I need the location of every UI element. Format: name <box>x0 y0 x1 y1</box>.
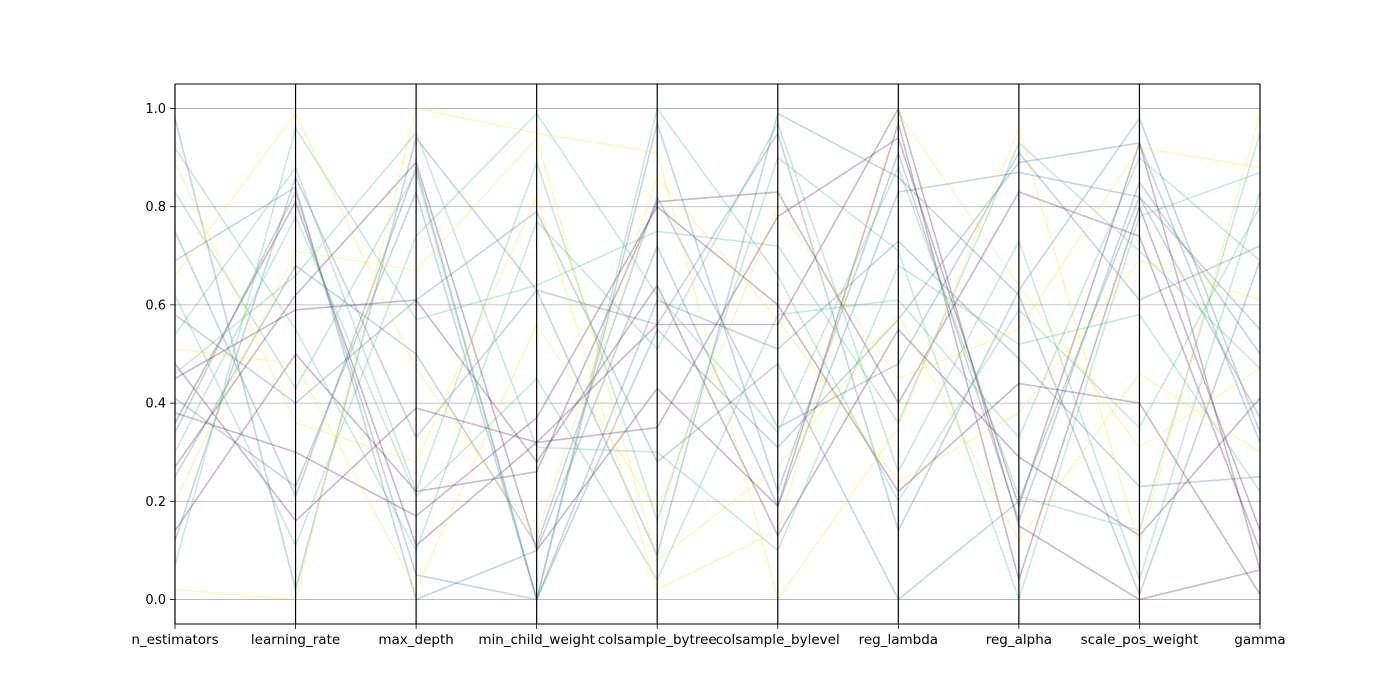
series-line <box>174 191 1261 551</box>
series-line <box>174 151 1261 548</box>
y-tick-label: 0.8 <box>145 200 166 215</box>
axis-label: n_estimators <box>131 632 218 648</box>
axis-label: max_depth <box>378 632 453 648</box>
y-tick-label: 0.4 <box>145 397 166 412</box>
series-line <box>174 106 1261 601</box>
axis-label: colsample_bylevel <box>716 632 840 648</box>
series-line <box>174 189 1261 601</box>
series-line <box>174 121 1261 583</box>
y-tick-label: 1.0 <box>145 102 166 117</box>
series-line <box>174 106 1261 603</box>
series-line <box>174 142 1261 602</box>
series-line <box>174 283 1261 538</box>
series-line <box>174 171 1261 601</box>
series-line <box>174 112 1261 548</box>
series-line <box>174 136 1261 562</box>
series-lines <box>174 106 1261 603</box>
axis-label: scale_pos_weight <box>1081 632 1199 648</box>
axis-label: reg_lambda <box>859 632 938 648</box>
series-line <box>174 205 1261 595</box>
axis-label: learning_rate <box>251 632 340 648</box>
series-line <box>174 107 1261 602</box>
labels-layer: 0.0 0.2 0.4 0.6 0.8 1.0 n_estimators learning_r… <box>131 102 1285 648</box>
series-line <box>174 120 1261 583</box>
axis-label: reg_alpha <box>986 632 1052 648</box>
series-line <box>174 156 1261 582</box>
series-line <box>174 126 1261 566</box>
axis-label: min_child_weight <box>478 632 595 648</box>
series-line <box>174 111 1261 591</box>
series-line <box>174 112 1261 597</box>
y-tick-label: 0.2 <box>145 495 166 510</box>
y-tick-label: 0.6 <box>145 298 166 313</box>
series-line <box>174 136 1261 571</box>
axis-label: colsample_bytree <box>598 632 717 648</box>
series-line <box>174 120 1261 603</box>
axis-label: gamma <box>1234 632 1285 648</box>
axes-layer <box>170 83 1261 629</box>
series-line <box>174 146 1261 592</box>
series-line <box>174 156 1261 603</box>
series-line <box>174 111 1261 538</box>
grid-layer <box>175 108 1260 600</box>
series-line <box>174 131 1261 552</box>
series-line <box>174 116 1261 541</box>
y-tick-label: 0.0 <box>145 593 166 608</box>
series-line <box>174 195 1261 601</box>
